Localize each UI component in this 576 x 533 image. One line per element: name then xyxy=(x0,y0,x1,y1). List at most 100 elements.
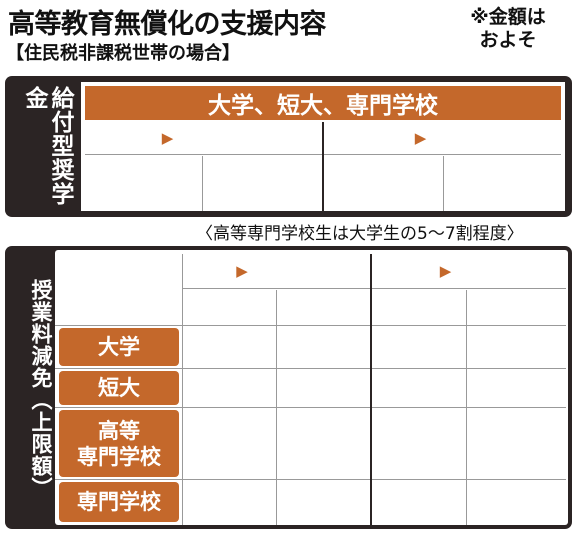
value-number: 7 xyxy=(205,487,225,518)
divider xyxy=(322,122,324,211)
tuition-value: 39 万円 xyxy=(277,369,370,407)
triangle-right-icon: ▶ xyxy=(236,262,248,280)
tuition-section: 授業料減免（上限額） ▶ 国公立 ▶ 私立 入学金 授業料 入学金 授業料 大学 短… xyxy=(5,246,572,529)
divider xyxy=(55,479,566,480)
value-number: 59 xyxy=(483,487,520,518)
scholarship-value: 46 万円 xyxy=(324,180,443,212)
tuition-group-private: ▶ 私立 xyxy=(372,254,566,288)
value-unit: 万円 xyxy=(144,187,175,206)
divider xyxy=(55,325,566,326)
divider xyxy=(183,288,566,289)
value-number: 17 xyxy=(290,487,328,518)
tuition-value: 70 万円 xyxy=(466,408,566,479)
value-unit: 万円 xyxy=(421,338,452,357)
value-number: 23 xyxy=(290,428,328,459)
group-label: 国公立 xyxy=(176,128,243,153)
divider xyxy=(55,368,566,369)
tuition-value: 26 万円 xyxy=(372,326,466,368)
divider xyxy=(202,156,203,211)
value-number: 26 xyxy=(386,331,423,363)
value-number: 25 xyxy=(386,372,423,404)
value-number: 28 xyxy=(196,331,234,363)
scholarship-value: 35 万円 xyxy=(81,180,202,212)
value-unit: 万円 xyxy=(518,494,549,512)
value-unit: 万円 xyxy=(421,435,452,453)
value-number: 13 xyxy=(386,428,423,459)
value-unit: 万円 xyxy=(421,379,452,398)
value-number: 35 xyxy=(108,180,146,212)
scholarship-group-public: ▶ 国公立 xyxy=(81,122,323,154)
col-label: 自宅 xyxy=(364,159,403,182)
group-label: 国公立 xyxy=(250,261,317,286)
scholarship-group-private: ▶ 私立 xyxy=(323,122,565,154)
row-label-junior-college: 短大 xyxy=(59,371,179,405)
amount-note: ※金額は およそ xyxy=(444,6,572,52)
scholarship-side-label: 給付型奨学金 xyxy=(21,86,73,206)
scholarship-header: 大学、短大、専門学校 xyxy=(85,86,561,120)
tuition-value: 23 万円 xyxy=(277,408,370,479)
row-label-technical-college: 高等 専門学校 xyxy=(59,410,179,477)
value-unit: 万円 xyxy=(518,435,549,453)
value-number: 8 xyxy=(205,428,225,459)
value-number: 46 xyxy=(350,180,388,212)
tuition-value: 54 万円 xyxy=(277,326,370,368)
value-number: 17 xyxy=(196,372,234,404)
value-unit: 万円 xyxy=(326,338,357,357)
value-number: 62 xyxy=(483,372,520,404)
col-label: 自宅外 xyxy=(233,159,291,182)
tuition-value: 17 万円 xyxy=(277,480,370,525)
value-number: 70 xyxy=(483,428,520,459)
value-unit: 万円 xyxy=(223,435,254,453)
value-unit: 万円 xyxy=(421,494,452,512)
note-line: ※金額は xyxy=(470,6,546,28)
value-unit: 万円 xyxy=(326,379,357,398)
col-label: 自宅 xyxy=(122,159,161,182)
tuition-side-label: 授業料減免（上限額） xyxy=(29,279,53,499)
scholarship-value: 80 万円 xyxy=(202,180,322,212)
divider xyxy=(370,254,372,525)
group-label: 私立 xyxy=(454,261,499,286)
value-unit: 万円 xyxy=(326,435,357,453)
scholarship-value: 91 万円 xyxy=(443,180,565,212)
value-number: 54 xyxy=(290,331,328,363)
tuition-value: 59 万円 xyxy=(466,480,566,525)
tuition-value: 13 万円 xyxy=(372,408,466,479)
divider xyxy=(276,290,277,525)
value-number: 80 xyxy=(229,180,266,212)
triangle-right-icon: ▶ xyxy=(439,262,452,280)
scholarship-section: 給付型奨学金 大学、短大、専門学校 ▶ 国公立 ▶ 私立 自宅 自宅外 自宅 自宅外… xyxy=(5,76,572,217)
tuition-value: 17 万円 xyxy=(183,369,276,407)
value-number: 16 xyxy=(386,487,423,518)
tuition-value: 7 万円 xyxy=(183,480,276,525)
page-title: 高等教育無償化の支援内容 xyxy=(8,9,327,40)
page-subtitle: 【住民税非課税世帯の場合】 xyxy=(6,43,240,64)
tuition-value: 28 万円 xyxy=(183,326,276,368)
tuition-panel: ▶ 国公立 ▶ 私立 入学金 授業料 入学金 授業料 大学 短大 高等 専門学校 専… xyxy=(55,250,568,525)
col-label: 授業料 xyxy=(294,297,352,320)
value-unit: 万円 xyxy=(264,187,295,206)
scholarship-panel: 大学、短大、専門学校 ▶ 国公立 ▶ 私立 自宅 自宅外 自宅 自宅外 35 万円 8… xyxy=(81,82,565,212)
note-line: およそ xyxy=(479,29,537,51)
value-unit: 万円 xyxy=(506,187,537,206)
value-number: 91 xyxy=(471,180,508,212)
value-number: 70 xyxy=(483,331,520,363)
scholarship-footnote: 〈高等専門学校生は大学生の5〜7割程度〉 xyxy=(196,224,524,244)
tuition-value: 8 万円 xyxy=(183,408,276,479)
col-label: 入学金 xyxy=(390,297,448,320)
row-label-university: 大学 xyxy=(59,328,179,366)
value-unit: 万円 xyxy=(232,338,263,357)
tuition-group-public: ▶ 国公立 xyxy=(183,254,370,288)
tuition-value: 70 万円 xyxy=(466,326,566,368)
value-unit: 万円 xyxy=(232,379,263,398)
group-label: 私立 xyxy=(429,128,474,153)
tuition-value: 25 万円 xyxy=(372,369,466,407)
tuition-value: 62 万円 xyxy=(466,369,566,407)
divider xyxy=(466,290,467,525)
tuition-value: 16 万円 xyxy=(372,480,466,525)
triangle-right-icon: ▶ xyxy=(161,129,174,147)
col-label: 自宅外 xyxy=(475,159,533,182)
value-unit: 万円 xyxy=(518,338,549,357)
value-unit: 万円 xyxy=(326,494,357,512)
value-unit: 万円 xyxy=(518,379,549,398)
divider xyxy=(182,254,183,525)
